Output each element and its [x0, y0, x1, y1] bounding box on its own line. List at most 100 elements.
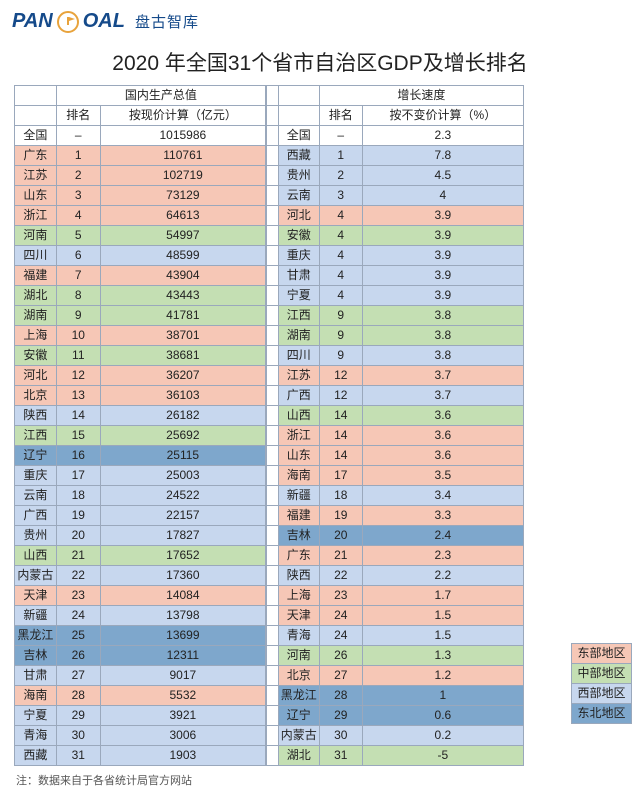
table-row: 浙江464613: [15, 206, 266, 226]
table-row: 北京1336103: [15, 386, 266, 406]
value-cell: 9017: [100, 666, 265, 686]
legend-row: 东部地区: [572, 644, 632, 664]
table-row: 天津241.5: [267, 606, 524, 626]
value-cell: 41781: [100, 306, 265, 326]
value-cell: 36207: [100, 366, 265, 386]
spacer-cell: [267, 246, 279, 266]
brand-logo: PAN OAL 盘古智库: [0, 0, 640, 43]
province-name: 云南: [278, 186, 319, 206]
province-name: 北京: [278, 666, 319, 686]
rank-cell: 16: [56, 446, 100, 466]
province-name: 贵州: [278, 166, 319, 186]
table-row: 贵州24.5: [267, 166, 524, 186]
province-name: 天津: [15, 586, 57, 606]
rank-cell: 9: [319, 346, 362, 366]
province-name: 江西: [278, 306, 319, 326]
value-cell: 1.7: [362, 586, 523, 606]
province-name: 湖南: [278, 326, 319, 346]
province-name: 山西: [15, 546, 57, 566]
value-cell: 2.3: [362, 546, 523, 566]
value-cell: 3.6: [362, 426, 523, 446]
table-row: 西藏17.8: [267, 146, 524, 166]
rank-cell: 14: [319, 406, 362, 426]
spacer-cell: [267, 726, 279, 746]
rank-cell: 4: [56, 206, 100, 226]
rank-cell: –: [319, 126, 362, 146]
province-name: 广东: [15, 146, 57, 166]
rank-cell: 14: [319, 446, 362, 466]
value-cell: 1.5: [362, 606, 523, 626]
value-cell: 17827: [100, 526, 265, 546]
rank-cell: 23: [319, 586, 362, 606]
rank-cell: 22: [56, 566, 100, 586]
rank-cell: 3: [56, 186, 100, 206]
rank-cell: 14: [56, 406, 100, 426]
rank-cell: 23: [56, 586, 100, 606]
table-row: 甘肃43.9: [267, 266, 524, 286]
rank-cell: 9: [319, 326, 362, 346]
value-cell: 1.2: [362, 666, 523, 686]
table-row: 广西123.7: [267, 386, 524, 406]
legend-row: 东北地区: [572, 704, 632, 724]
rank-cell: 24: [319, 606, 362, 626]
spacer-cell: [267, 166, 279, 186]
table-row: 浙江143.6: [267, 426, 524, 446]
province-name: 安徽: [15, 346, 57, 366]
table-row: 海南173.5: [267, 466, 524, 486]
province-name: 全国: [278, 126, 319, 146]
spacer-header: [267, 86, 279, 106]
province-name: 辽宁: [15, 446, 57, 466]
spacer-cell: [267, 686, 279, 706]
rank-cell: 4: [319, 286, 362, 306]
province-name: 四川: [15, 246, 57, 266]
province-name: 海南: [278, 466, 319, 486]
province-name: 山东: [278, 446, 319, 466]
province-name: 福建: [15, 266, 57, 286]
rank-cell: 9: [319, 306, 362, 326]
province-name: 湖北: [278, 746, 319, 766]
rank-cell: 29: [56, 706, 100, 726]
table-row: 重庆1725003: [15, 466, 266, 486]
rank-cell: 31: [319, 746, 362, 766]
spacer-cell: [267, 566, 279, 586]
value-cell: 26182: [100, 406, 265, 426]
value-cell: 1015986: [100, 126, 265, 146]
province-name: 江苏: [278, 366, 319, 386]
province-name: 陕西: [278, 566, 319, 586]
rank-cell: 4: [319, 226, 362, 246]
value-cell: 5532: [100, 686, 265, 706]
table-row: 湖南93.8: [267, 326, 524, 346]
value-cell: 24522: [100, 486, 265, 506]
table-row: 河北43.9: [267, 206, 524, 226]
value-cell: 2.2: [362, 566, 523, 586]
table-row: 内蒙古300.2: [267, 726, 524, 746]
value-cell: 1903: [100, 746, 265, 766]
rank-cell: 22: [319, 566, 362, 586]
province-name: 安徽: [278, 226, 319, 246]
value-cell: 13699: [100, 626, 265, 646]
value-cell: 12311: [100, 646, 265, 666]
province-name: 江西: [15, 426, 57, 446]
value-cell: 1: [362, 686, 523, 706]
table-row: 四川93.8: [267, 346, 524, 366]
table-row: 山东143.6: [267, 446, 524, 466]
province-name: 河南: [278, 646, 319, 666]
value-cell: 13798: [100, 606, 265, 626]
table-row: 福建193.3: [267, 506, 524, 526]
province-name: 重庆: [278, 246, 319, 266]
table-row: 新疆2413798: [15, 606, 266, 626]
value-cell: 38681: [100, 346, 265, 366]
table-row: 山西143.6: [267, 406, 524, 426]
spacer-cell: [267, 486, 279, 506]
table-row: 湖南941781: [15, 306, 266, 326]
rank-cell: 30: [56, 726, 100, 746]
province-name: 浙江: [15, 206, 57, 226]
rank-cell: 28: [56, 686, 100, 706]
province-name: 甘肃: [278, 266, 319, 286]
rank-cell: 29: [319, 706, 362, 726]
table-row: 辽宁290.6: [267, 706, 524, 726]
value-cell: 110761: [100, 146, 265, 166]
value-cell: 0.2: [362, 726, 523, 746]
table-row: 北京271.2: [267, 666, 524, 686]
province-name: 新疆: [278, 486, 319, 506]
